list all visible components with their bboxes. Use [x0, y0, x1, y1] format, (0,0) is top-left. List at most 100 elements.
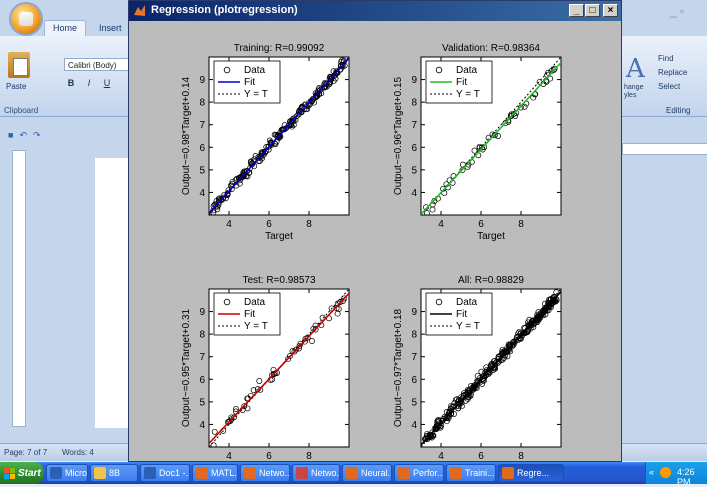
taskbar-app-icon — [502, 467, 514, 479]
italic-button[interactable]: I — [87, 78, 91, 88]
data-point — [443, 415, 449, 422]
legend-identity-label: Y = T — [244, 321, 268, 332]
matlab-icon — [134, 5, 145, 16]
taskbar-item[interactable]: Netwo... — [240, 464, 290, 482]
y-tick-label: 7 — [199, 352, 205, 363]
taskbar-item-label: 8B — [109, 468, 121, 478]
minimize-button[interactable]: _ — [569, 4, 584, 17]
data-point — [473, 385, 480, 392]
data-point — [553, 289, 560, 296]
data-point — [323, 80, 330, 87]
data-point — [211, 428, 218, 435]
x-tick-label: 8 — [306, 219, 312, 230]
redo-icon[interactable]: ↷ — [32, 130, 41, 140]
taskbar-item-label: Traini... — [465, 468, 495, 478]
taskbar-item[interactable]: Regre... — [498, 464, 564, 482]
font-name-select[interactable]: Calibri (Body) — [64, 58, 134, 71]
data-point — [499, 348, 505, 355]
x-axis-label: Target — [477, 231, 505, 242]
taskbar-item[interactable]: 8B — [90, 464, 138, 482]
y-tick-label: 6 — [199, 375, 205, 386]
taskbar-app-icon — [94, 467, 106, 479]
taskbar-item[interactable]: Doc1 -... — [140, 464, 190, 482]
taskbar-item[interactable]: Neural... — [342, 464, 392, 482]
legend-data-label: Data — [456, 65, 478, 76]
bold-button[interactable]: B — [67, 78, 75, 88]
tray-expand-icon[interactable]: « — [649, 467, 655, 477]
clock[interactable]: 4:26 PM — [677, 467, 695, 487]
plot-title: Training: R=0.99092 — [234, 43, 325, 54]
underline-button[interactable]: U — [103, 78, 111, 88]
data-point — [481, 144, 488, 151]
data-point — [451, 411, 457, 417]
word-window-controls[interactable]: _ ▫ — [670, 4, 685, 18]
change-styles-icon[interactable]: A — [626, 54, 645, 84]
fit-line — [209, 57, 349, 214]
maximize-button[interactable]: □ — [585, 4, 600, 17]
tab-insert[interactable]: Insert — [99, 23, 122, 33]
data-point — [298, 109, 305, 116]
replace-button[interactable]: Replace — [658, 68, 688, 77]
tray-app-icon[interactable] — [660, 467, 671, 478]
quick-access-toolbar: ■ ↶ ↷ — [8, 130, 41, 141]
y-tick-label: 8 — [199, 330, 205, 341]
x-tick-label: 4 — [226, 219, 232, 230]
x-tick-label: 6 — [478, 451, 484, 461]
legend-fit-label: Fit — [456, 77, 467, 88]
y-tick-label: 9 — [411, 75, 417, 86]
y-tick-label: 5 — [199, 397, 205, 408]
start-button[interactable]: Start — [0, 462, 44, 484]
undo-icon[interactable]: ↶ — [19, 130, 27, 140]
legend-identity-label: Y = T — [456, 89, 480, 100]
data-point — [490, 362, 497, 369]
data-point — [441, 190, 448, 197]
data-point — [309, 338, 315, 344]
taskbar-app-icon — [346, 467, 358, 479]
data-point — [448, 402, 455, 409]
data-points — [209, 57, 349, 215]
y-tick-label: 5 — [199, 165, 205, 176]
status-words[interactable]: Words: 4 — [62, 448, 94, 457]
paste-button-label[interactable]: Paste — [6, 82, 27, 91]
taskbar-app-icon — [244, 467, 256, 479]
select-button[interactable]: Select — [658, 82, 681, 91]
x-tick-label: 6 — [478, 219, 484, 230]
taskbar-item[interactable]: Netwo... — [292, 464, 340, 482]
paste-icon[interactable] — [8, 52, 30, 78]
data-point — [247, 158, 254, 165]
data-point — [233, 406, 239, 412]
ribbon-tabs: Home Insert — [44, 20, 131, 36]
data-point — [270, 371, 277, 378]
data-point — [329, 74, 336, 81]
data-point — [236, 177, 243, 184]
data-point — [296, 342, 303, 349]
start-label: Start — [18, 467, 41, 479]
regression-titlebar[interactable]: Regression (plotregression) _ □ × — [129, 1, 621, 21]
data-point — [332, 70, 339, 77]
tab-home[interactable]: Home — [44, 20, 87, 36]
data-point — [547, 75, 554, 82]
office-button[interactable] — [11, 4, 41, 34]
status-page[interactable]: Page: 7 of 7 — [4, 448, 48, 457]
data-points — [421, 57, 561, 215]
taskbar-item[interactable]: MATL... — [192, 464, 238, 482]
data-point — [309, 97, 316, 104]
taskbar-item[interactable]: Perfor... — [394, 464, 444, 482]
plot-title: All: R=0.98829 — [458, 275, 524, 286]
taskbar-item[interactable]: Micros... — [46, 464, 88, 482]
data-point — [534, 314, 540, 321]
find-button[interactable]: Find — [658, 54, 674, 63]
change-styles-label[interactable]: hange yles — [624, 84, 644, 99]
taskbar-item-label: Netwo... — [259, 468, 290, 478]
plot-title: Test: R=0.98573 — [242, 275, 316, 286]
data-point — [526, 322, 533, 329]
data-point — [259, 150, 266, 157]
data-point — [548, 300, 555, 307]
save-icon[interactable]: ■ — [8, 130, 14, 140]
data-point — [291, 348, 298, 355]
close-button[interactable]: × — [603, 4, 618, 17]
taskbar-app-icon — [450, 467, 462, 479]
taskbar-item-label: Perfor... — [413, 468, 444, 478]
taskbar-item[interactable]: Traini... — [446, 464, 496, 482]
